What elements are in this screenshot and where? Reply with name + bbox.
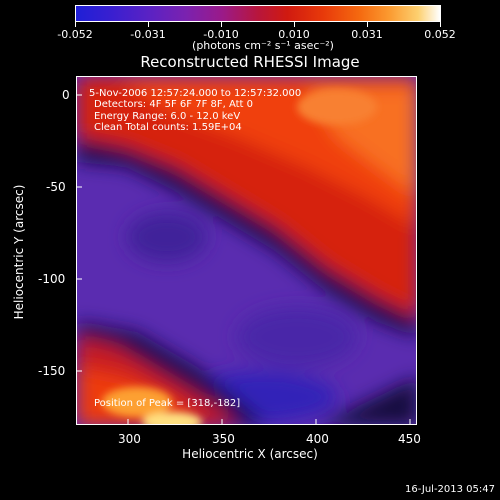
x-tick-label: 350 bbox=[212, 432, 235, 446]
colorbar-tick bbox=[440, 22, 441, 27]
colorbar-tick-label: 0.031 bbox=[351, 28, 383, 41]
y-tick-label: -100 bbox=[38, 272, 66, 286]
colorbar-units-text: (photons cm⁻² s⁻¹ asec⁻²) bbox=[192, 39, 334, 52]
footer-timestamp: 16-Jul-2013 05:47 bbox=[404, 484, 495, 495]
y-axis-label: Heliocentric Y (arcsec) bbox=[12, 177, 26, 327]
image-map bbox=[77, 77, 416, 424]
x-tick-label: 300 bbox=[118, 432, 141, 446]
info-time-range: 5-Nov-2006 12:57:24.000 to 12:57:32.000 bbox=[89, 88, 302, 99]
y-axis-label-text: Heliocentric Y (arcsec) bbox=[12, 184, 26, 320]
y-tick-label: -50 bbox=[46, 180, 66, 194]
image-title: Reconstructed RHESSI Image bbox=[0, 53, 500, 71]
colorbar-tick bbox=[148, 22, 149, 27]
info-energy-range: Energy Range: 6.0 - 12.0 keV bbox=[94, 111, 241, 122]
x-axis-label-text: Heliocentric X (arcsec) bbox=[182, 447, 318, 461]
x-axis-label: Heliocentric X (arcsec) bbox=[0, 447, 500, 461]
colorbar-tick bbox=[221, 22, 222, 27]
colorbar-tick bbox=[75, 22, 76, 27]
image-bright-spot bbox=[102, 89, 377, 424]
rhessi-image: 5-Nov-2006 12:57:24.000 to 12:57:32.000 … bbox=[76, 76, 417, 425]
colorbar-tick-label: -0.031 bbox=[130, 28, 166, 41]
colorbar-tick bbox=[367, 22, 368, 27]
colorbar-units: (photons cm⁻² s⁻¹ asec⁻²) bbox=[0, 39, 500, 52]
colorbar-tick bbox=[294, 22, 295, 27]
info-total-counts: Clean Total counts: 1.59E+04 bbox=[94, 122, 242, 133]
x-tick-label: 400 bbox=[306, 432, 329, 446]
y-tick-label: -150 bbox=[38, 364, 66, 378]
info-peak-position: Position of Peak = [318,-182] bbox=[94, 398, 241, 409]
colorbar-tick-label: -0.010 bbox=[203, 28, 239, 41]
colorbar-axis: -0.052 -0.031 -0.010 0.010 0.031 0.052 bbox=[0, 0, 500, 41]
x-tick-label: 450 bbox=[398, 432, 421, 446]
image-title-text: Reconstructed RHESSI Image bbox=[140, 53, 360, 71]
y-tick-label: 0 bbox=[62, 88, 70, 102]
info-detectors: Detectors: 4F 5F 6F 7F 8F, Att 0 bbox=[94, 99, 254, 110]
colorbar-tick-label: -0.052 bbox=[57, 28, 93, 41]
colorbar-tick-label: 0.052 bbox=[424, 28, 456, 41]
colorbar-tick-label: 0.010 bbox=[278, 28, 310, 41]
colorbar bbox=[75, 5, 441, 22]
